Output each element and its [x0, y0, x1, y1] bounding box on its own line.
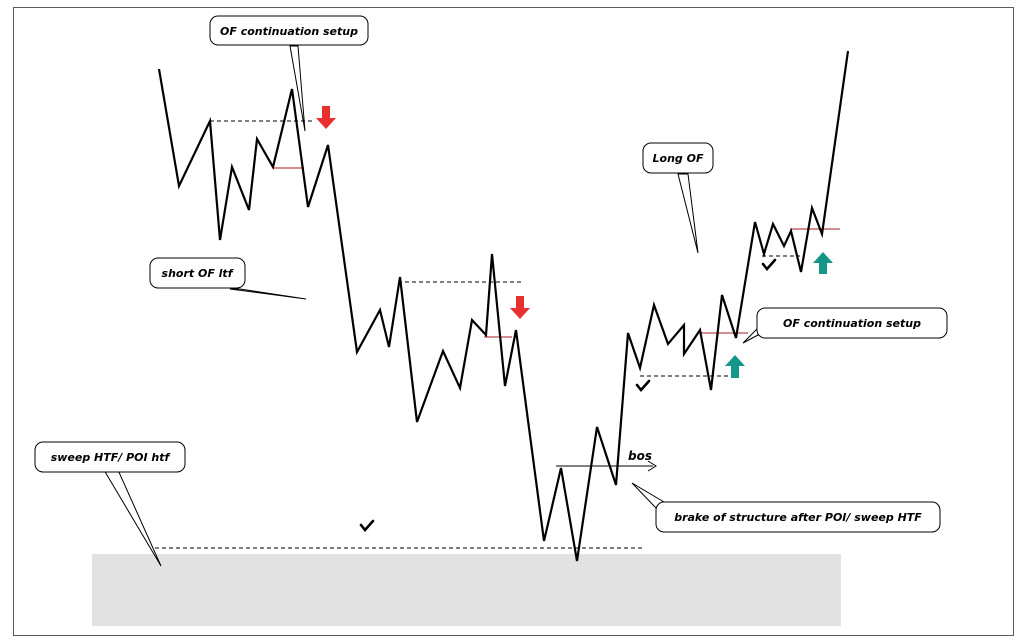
- callout-long-of: Long OF: [642, 142, 714, 174]
- svg-text:Long OF: Long OF: [653, 152, 704, 165]
- callout-of-continuation-right: OF continuation setup: [756, 307, 948, 339]
- checkmark-icon: [635, 379, 651, 393]
- checkmark-icon: [761, 258, 777, 272]
- arrow-down-icon: [510, 296, 530, 319]
- callout-of-continuation-top: OF continuation setup: [209, 15, 369, 46]
- arrow-down-icon: [316, 106, 336, 129]
- svg-text:OF continuation setup: OF continuation setup: [220, 25, 358, 38]
- arrow-up-icon: [813, 252, 833, 274]
- poi-htf-zone: [92, 554, 841, 626]
- callout-brake-of-structure: brake of structure after POI/ sweep HTF: [655, 501, 941, 533]
- bos-label: bos: [628, 449, 652, 463]
- arrow-up-icon: [725, 355, 745, 378]
- callout-pointers: [103, 45, 759, 567]
- liquidity-levels: [155, 120, 800, 549]
- callout-sweep-htf: sweep HTF/ POI htf: [34, 441, 186, 473]
- ltf-levels: [273, 167, 840, 338]
- svg-text:sweep HTF/ POI htf: sweep HTF/ POI htf: [51, 451, 171, 464]
- diagram-frame: [13, 7, 1014, 636]
- checkmark-icon: [359, 519, 375, 533]
- svg-text:short OF ltf: short OF ltf: [162, 267, 234, 280]
- callout-short-of-ltf: short OF ltf: [149, 257, 246, 289]
- price-line: [157, 50, 850, 562]
- svg-text:brake of structure after POI/: brake of structure after POI/ sweep HTF: [674, 511, 922, 524]
- bos-arrow: [556, 460, 657, 472]
- svg-text:OF continuation setup: OF continuation setup: [783, 317, 921, 330]
